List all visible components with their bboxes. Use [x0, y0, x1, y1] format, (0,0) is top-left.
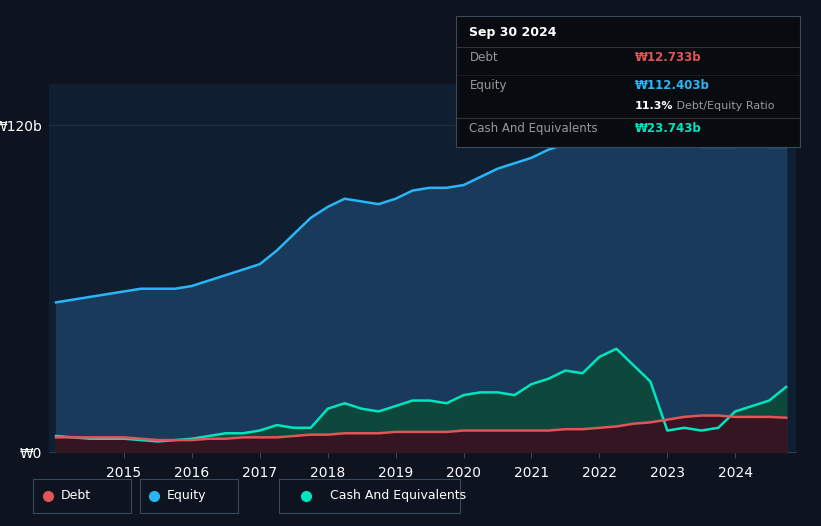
Text: Sep 30 2024: Sep 30 2024: [470, 26, 557, 39]
Text: Cash And Equivalents: Cash And Equivalents: [470, 123, 598, 135]
Text: ₩112.403b: ₩112.403b: [635, 79, 710, 92]
Text: Equity: Equity: [470, 79, 507, 92]
Text: Cash And Equivalents: Cash And Equivalents: [330, 489, 466, 502]
Text: ₩23.743b: ₩23.743b: [635, 123, 702, 135]
Text: Debt: Debt: [61, 489, 90, 502]
Text: Debt: Debt: [470, 52, 498, 64]
Text: 11.3%: 11.3%: [635, 102, 673, 112]
Text: Debt/Equity Ratio: Debt/Equity Ratio: [673, 102, 774, 112]
Text: Equity: Equity: [167, 489, 207, 502]
Text: ₩12.733b: ₩12.733b: [635, 52, 702, 64]
